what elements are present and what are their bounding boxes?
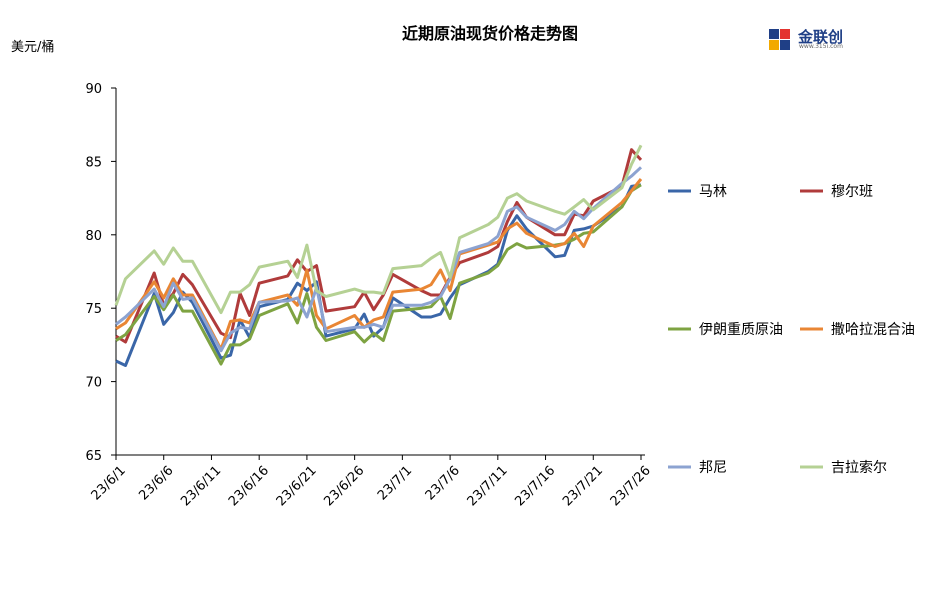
x-tick-label: 23/7/26 [608, 463, 654, 509]
chart-title: 近期原油现货价格走势图 [401, 24, 578, 43]
series-line-1 [115, 183, 642, 367]
series-line-2 [115, 148, 643, 344]
legend-label-3: 伊朗重质原油 [699, 322, 783, 338]
legend-label-2: 穆尔班 [831, 184, 873, 200]
y-axis-unit-label: 美元/桶 [11, 40, 55, 55]
x-tick-label: 23/6/11 [178, 463, 224, 509]
series-line-5 [115, 166, 643, 353]
x-tick-label: 23/7/1 [375, 463, 415, 503]
x-tick-label: 23/7/11 [465, 463, 511, 509]
logo-mark-icon [769, 29, 790, 50]
x-tick-label: 23/7/21 [560, 463, 606, 509]
x-tick-label: 23/7/6 [423, 463, 463, 503]
legend-label-6: 吉拉索尔 [831, 459, 887, 476]
x-tick-label: 23/6/16 [226, 463, 272, 509]
logo-brand-text: 金联创 [798, 28, 844, 46]
brand-logo: 金联创 www.315i.com [766, 24, 856, 54]
logo-url-text: www.315i.com [799, 43, 843, 50]
series-lines [114, 144, 643, 367]
legend-label-4: 撒哈拉混合油 [831, 322, 915, 338]
y-tick-label: 70 [85, 376, 102, 391]
y-tick-label: 65 [85, 449, 102, 464]
x-tick-label: 23/7/16 [512, 463, 558, 509]
x-tick-label: 23/6/26 [321, 463, 367, 509]
x-tick-label: 23/6/6 [136, 463, 176, 503]
y-tick-label: 75 [85, 302, 102, 317]
x-tick-label: 23/6/21 [274, 463, 320, 509]
x-tick-label: 23/6/1 [89, 463, 129, 503]
series-line-3 [115, 183, 642, 366]
y-tick-label: 90 [85, 82, 102, 97]
series-line-6 [114, 144, 643, 315]
legend-label-1: 马林 [699, 184, 727, 200]
y-tick-label: 85 [85, 155, 102, 170]
legend-label-5: 邦尼 [699, 460, 727, 476]
y-tick-label: 80 [85, 229, 102, 244]
